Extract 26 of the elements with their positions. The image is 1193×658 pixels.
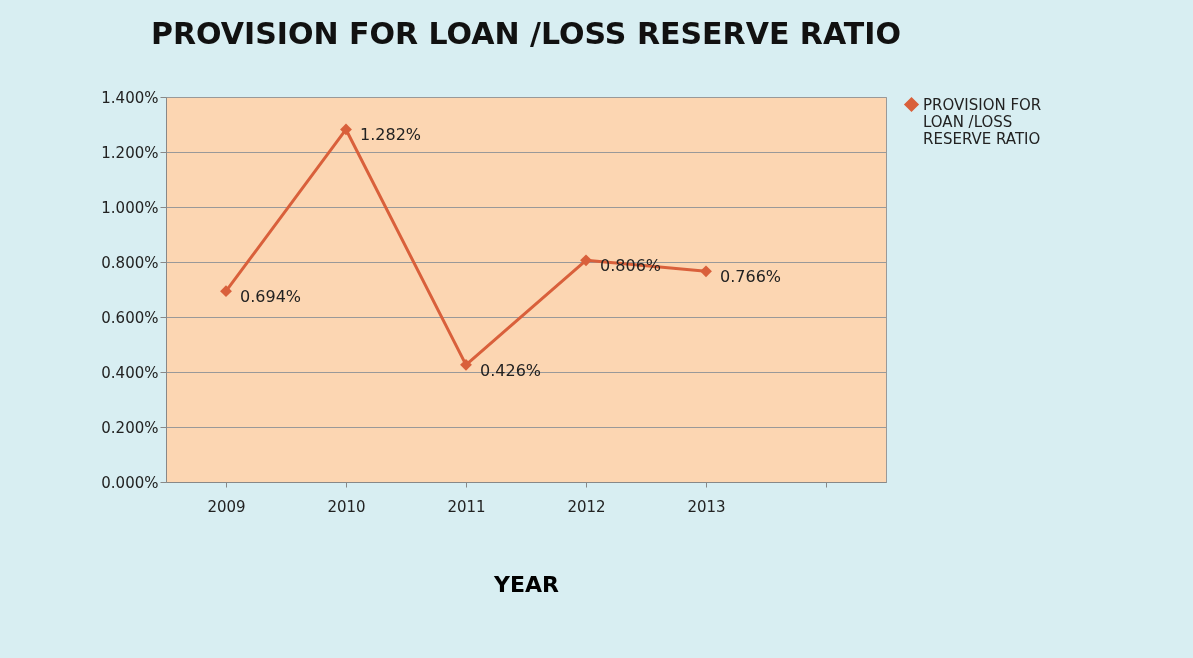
y-tick-label: 1.400%: [101, 88, 159, 107]
chart-title: PROVISION FOR LOAN /LOSS RESERVE RATIO: [151, 16, 901, 51]
y-tick-label: 0.400%: [101, 363, 159, 382]
x-tick-label: 2011: [447, 497, 486, 516]
y-tick-label: 0.000%: [101, 473, 159, 492]
point: [340, 123, 352, 136]
data-label: 0.426%: [480, 360, 542, 380]
y-tick-label: 0.200%: [101, 418, 159, 437]
x-tick-label: 2012: [567, 497, 606, 516]
y-tick-label: 1.200%: [101, 143, 159, 162]
y-tick-label: 1.000%: [101, 198, 159, 217]
data-label: 1.282%: [360, 125, 422, 145]
x-tick-label: 2013: [687, 497, 726, 516]
data-label: 0.806%: [600, 256, 662, 276]
y-tick-label: 0.800%: [101, 253, 159, 272]
x-tick-label: 2009: [207, 497, 246, 516]
point: [460, 358, 472, 371]
point: [580, 254, 592, 267]
point: [220, 285, 232, 298]
legend-label: PROVISION FOR LOAN /LOSS RESERVE RATIO: [923, 95, 1042, 148]
point: [700, 265, 712, 278]
y-tick-label: 0.600%: [101, 308, 159, 327]
x-tick-label: 2010: [327, 497, 366, 516]
data-label: 0.694%: [240, 287, 302, 307]
x-axis-title: YEAR: [493, 571, 560, 597]
data-label: 0.766%: [720, 267, 782, 287]
